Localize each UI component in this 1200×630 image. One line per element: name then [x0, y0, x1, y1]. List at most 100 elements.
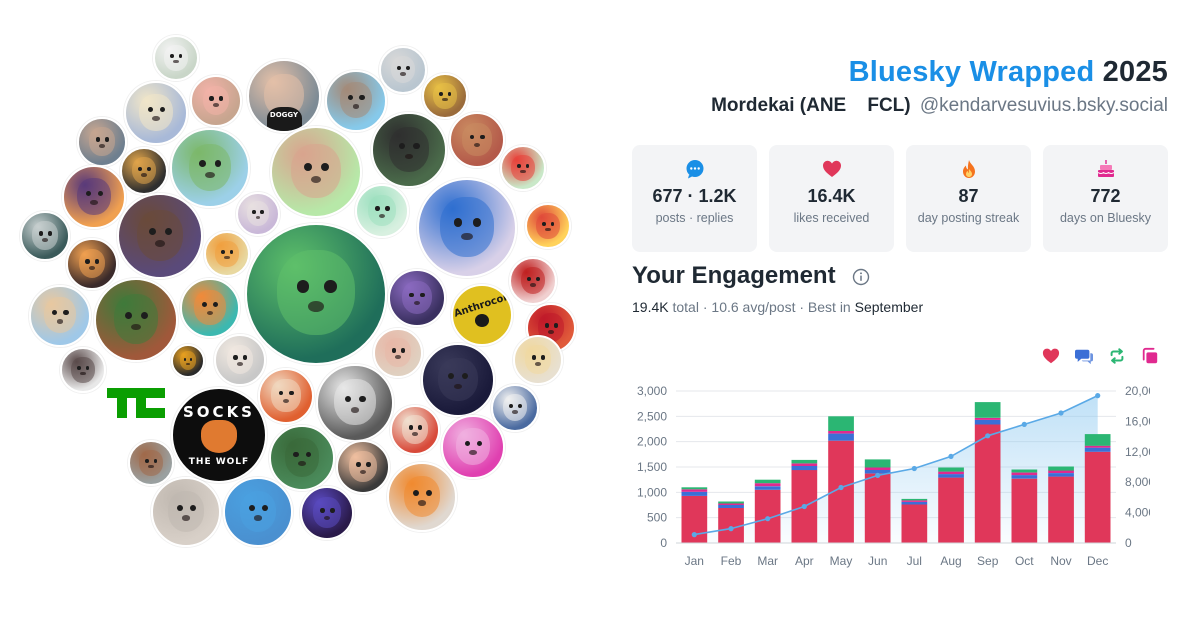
avatar[interactable] [62, 165, 126, 229]
bar-replies [1084, 447, 1111, 452]
y-right-tick-label: 4,000 [1125, 506, 1150, 520]
bar-likes [1084, 451, 1111, 543]
techcrunch-logo [107, 388, 165, 418]
avatar[interactable] [355, 184, 409, 238]
x-tick-label: Dec [1087, 554, 1108, 568]
bar-replies [681, 491, 708, 496]
cumulative-point [1095, 393, 1101, 399]
bar-quotes [938, 471, 964, 475]
avatar[interactable] [151, 477, 221, 547]
avatar[interactable] [20, 211, 70, 261]
avatar[interactable]: SOCKS THE WOLF [171, 387, 267, 483]
avatar[interactable] [214, 334, 266, 386]
avatar[interactable] [236, 192, 280, 236]
cumulative-point [1058, 410, 1064, 416]
bar-replies [1011, 475, 1038, 479]
avatar[interactable]: Anthrocon [451, 284, 513, 346]
avatar[interactable] [387, 462, 457, 532]
bar-likes [864, 473, 891, 543]
avatar[interactable] [66, 238, 118, 290]
avatar[interactable] [269, 425, 335, 491]
bar-quotes [864, 467, 891, 470]
avatar[interactable] [180, 278, 240, 338]
best-month: September [854, 299, 924, 315]
info-icon[interactable] [852, 268, 870, 286]
avatar[interactable] [204, 231, 250, 277]
bar-reposts [718, 501, 744, 504]
avatar[interactable] [421, 343, 495, 417]
avatar[interactable] [417, 178, 517, 278]
cumulative-point [801, 503, 807, 510]
cumulative-point [765, 516, 771, 522]
avatar[interactable] [525, 203, 571, 249]
best-label: Best in [807, 299, 851, 315]
avatar[interactable] [270, 126, 362, 218]
stat-label: posts · replies [655, 211, 734, 225]
avatar[interactable] [336, 440, 390, 494]
x-tick-label: Aug [940, 554, 961, 568]
avatar[interactable] [60, 347, 106, 393]
y-left-tick-label: 3,000 [637, 384, 667, 398]
bar-reposts [1084, 434, 1111, 446]
avatar[interactable] [509, 257, 557, 305]
avatar[interactable] [29, 285, 91, 347]
bar-quotes [974, 417, 1001, 420]
avatar[interactable] [388, 269, 446, 327]
bar-likes [974, 424, 1001, 543]
bar-quotes [718, 503, 744, 505]
stat-cards: 677 · 1.2K posts · replies 16.4K likes r… [632, 145, 1168, 252]
avatar[interactable] [422, 73, 468, 119]
avatar[interactable] [258, 368, 314, 424]
avatar[interactable]: DOGGY [247, 59, 321, 133]
avatar[interactable] [77, 117, 127, 167]
avatar[interactable] [316, 364, 394, 442]
legend-likes-heart-icon[interactable] [1042, 347, 1060, 365]
x-tick-label: Apr [795, 554, 814, 568]
y-left-tick-label: 2,500 [637, 409, 667, 423]
avatar[interactable] [441, 415, 505, 479]
stat-label: day posting streak [917, 211, 1020, 225]
avatar[interactable] [373, 328, 423, 378]
avatar[interactable] [491, 384, 539, 432]
avatar[interactable] [117, 193, 203, 279]
y-left-tick-label: 1,000 [637, 485, 667, 499]
user-handle[interactable]: @kendarvesuvius.bsky.social [919, 95, 1168, 116]
flame-icon [962, 160, 975, 178]
bar-quotes [681, 489, 708, 492]
avatar[interactable] [120, 147, 168, 195]
bar-replies [974, 419, 1001, 425]
stat-card-posts: 677 · 1.2K posts · replies [632, 145, 757, 252]
total-value: 19.4K [632, 299, 669, 315]
total-label: total [672, 299, 699, 315]
avatar[interactable] [170, 128, 250, 208]
avatar[interactable] [124, 81, 188, 145]
avatar[interactable] [223, 477, 293, 547]
avatar[interactable] [94, 278, 178, 362]
avatar[interactable] [153, 35, 199, 81]
avatar[interactable] [371, 112, 447, 188]
bar-reposts [1048, 466, 1074, 471]
avatar-cloud: DOGGY Anthrocon SOCKS THE WOLF [20, 35, 576, 547]
x-tick-label: Jun [868, 554, 887, 568]
avatar[interactable] [325, 70, 387, 132]
cumulative-line [694, 394, 1099, 536]
legend-quotes-icon[interactable] [1141, 347, 1159, 365]
avatar[interactable] [245, 223, 387, 365]
avatar[interactable] [379, 46, 427, 94]
avatar[interactable] [500, 145, 546, 191]
avatar[interactable] [190, 75, 242, 127]
legend-replies-bubble-icon[interactable] [1075, 347, 1093, 365]
heart-icon [822, 160, 841, 177]
y-right-tick-label: 16,000 [1125, 414, 1150, 428]
avatar-socks-title: SOCKS [183, 403, 255, 421]
avatar[interactable] [300, 486, 354, 540]
avatar[interactable] [128, 440, 174, 486]
avatar[interactable] [513, 335, 563, 385]
avatar[interactable] [449, 112, 505, 168]
avatar[interactable] [390, 405, 440, 455]
avatar[interactable] [171, 344, 205, 378]
bar-reposts [754, 479, 781, 484]
legend-reposts-icon[interactable] [1108, 347, 1126, 365]
bar-replies [754, 486, 781, 490]
y-right-tick-label: 8,000 [1125, 475, 1150, 489]
